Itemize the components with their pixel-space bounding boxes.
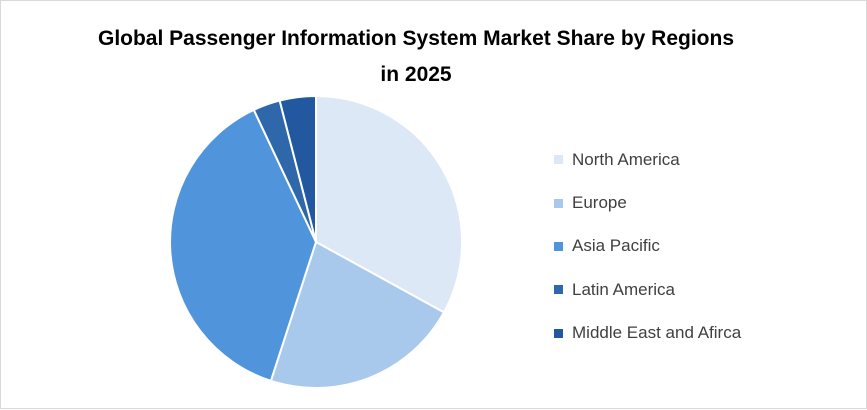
legend-swatch [554, 285, 563, 295]
legend-item-latin-america: Latin America [554, 268, 741, 311]
legend-item-north-america: North America [554, 138, 741, 181]
legend-label: Middle East and Afirca [572, 323, 742, 343]
legend-item-asia-pacific: Asia Pacific [554, 225, 741, 268]
legend-swatch [554, 155, 563, 165]
pie-slice-north-america [315, 95, 463, 314]
legend-label: Asia Pacific [572, 236, 660, 256]
chart-legend: North America Europe Asia Pacific Latin Ame… [554, 138, 741, 355]
chart-title: Global Passenger Information System Mark… [97, 27, 735, 86]
pie-slice-middle-east-and-afirca [278, 95, 317, 243]
legend-swatch [554, 198, 563, 208]
legend-label: Latin America [572, 279, 675, 299]
legend-label: North America [572, 149, 680, 169]
legend-swatch [554, 241, 563, 251]
legend-item-middle-east-and-afirca: Middle East and Afirca [554, 312, 741, 355]
pie-slice-europe [269, 241, 445, 389]
pie-slice-asia-pacific [169, 108, 317, 382]
legend-swatch [554, 328, 563, 338]
legend-label: Europe [572, 193, 627, 213]
legend-item-europe: Europe [554, 181, 741, 224]
pie-slices [169, 95, 463, 389]
